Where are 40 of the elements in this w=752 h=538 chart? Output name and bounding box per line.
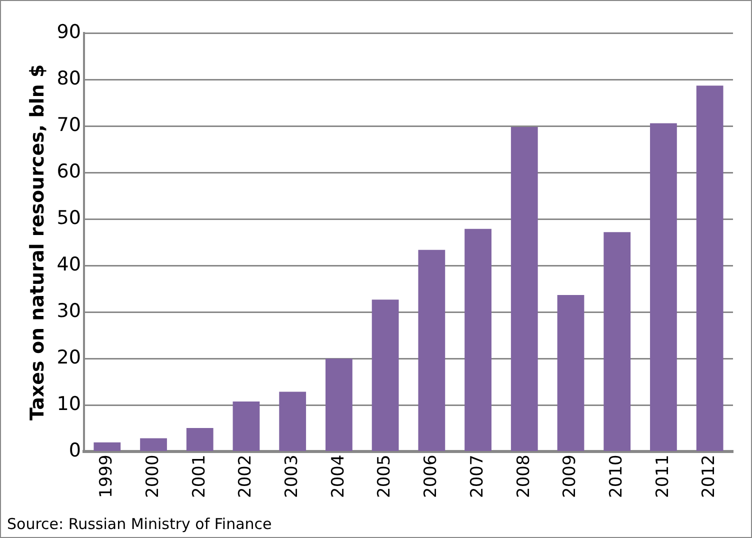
x-tick-label: 2009: [560, 454, 580, 498]
bar: [186, 428, 214, 451]
y-tick-label: 0: [68, 440, 81, 462]
bar: [604, 232, 631, 451]
y-tick-label: 30: [56, 300, 81, 322]
x-tick-label: 2008: [514, 454, 534, 498]
x-tick-label: 2011: [652, 454, 673, 498]
x-tick-label: 2007: [467, 454, 488, 498]
y-tick-label: 60: [56, 160, 81, 183]
bar: [140, 438, 167, 451]
y-tick-label: 90: [56, 20, 81, 43]
source-note: Source: Russian Ministry of Finance: [7, 515, 272, 533]
x-tick-label: 2002: [236, 454, 256, 498]
x-tick-label: 2001: [189, 454, 210, 498]
y-tick-label: 40: [56, 254, 81, 276]
y-tick-label: 50: [56, 207, 81, 230]
x-tick-label: 2006: [421, 454, 442, 498]
y-axis-title: Taxes on natural resources, bln $: [26, 64, 48, 420]
y-tick-label: 20: [56, 346, 81, 369]
bar: [94, 442, 121, 451]
bar: [650, 123, 677, 451]
x-tick-label: 2000: [142, 454, 163, 498]
bar: [510, 126, 538, 451]
bar: [696, 86, 724, 451]
y-tick-label: 80: [56, 67, 81, 90]
y-tick-label: 70: [56, 114, 81, 136]
bar: [232, 401, 260, 451]
bar: [464, 228, 492, 451]
x-tick-label: 2012: [699, 454, 720, 498]
bar: [279, 392, 306, 451]
bar: [326, 358, 352, 451]
x-tick-label: 2004: [328, 454, 348, 498]
x-tick-label: 1999: [96, 454, 117, 498]
bar: [418, 250, 446, 451]
x-tick-label: 2003: [282, 454, 302, 498]
bar: [372, 300, 399, 451]
x-tick-label: 2010: [606, 454, 627, 498]
x-tick-label: 2005: [374, 454, 395, 498]
bar: [557, 294, 584, 451]
y-tick-label: 10: [56, 393, 81, 416]
